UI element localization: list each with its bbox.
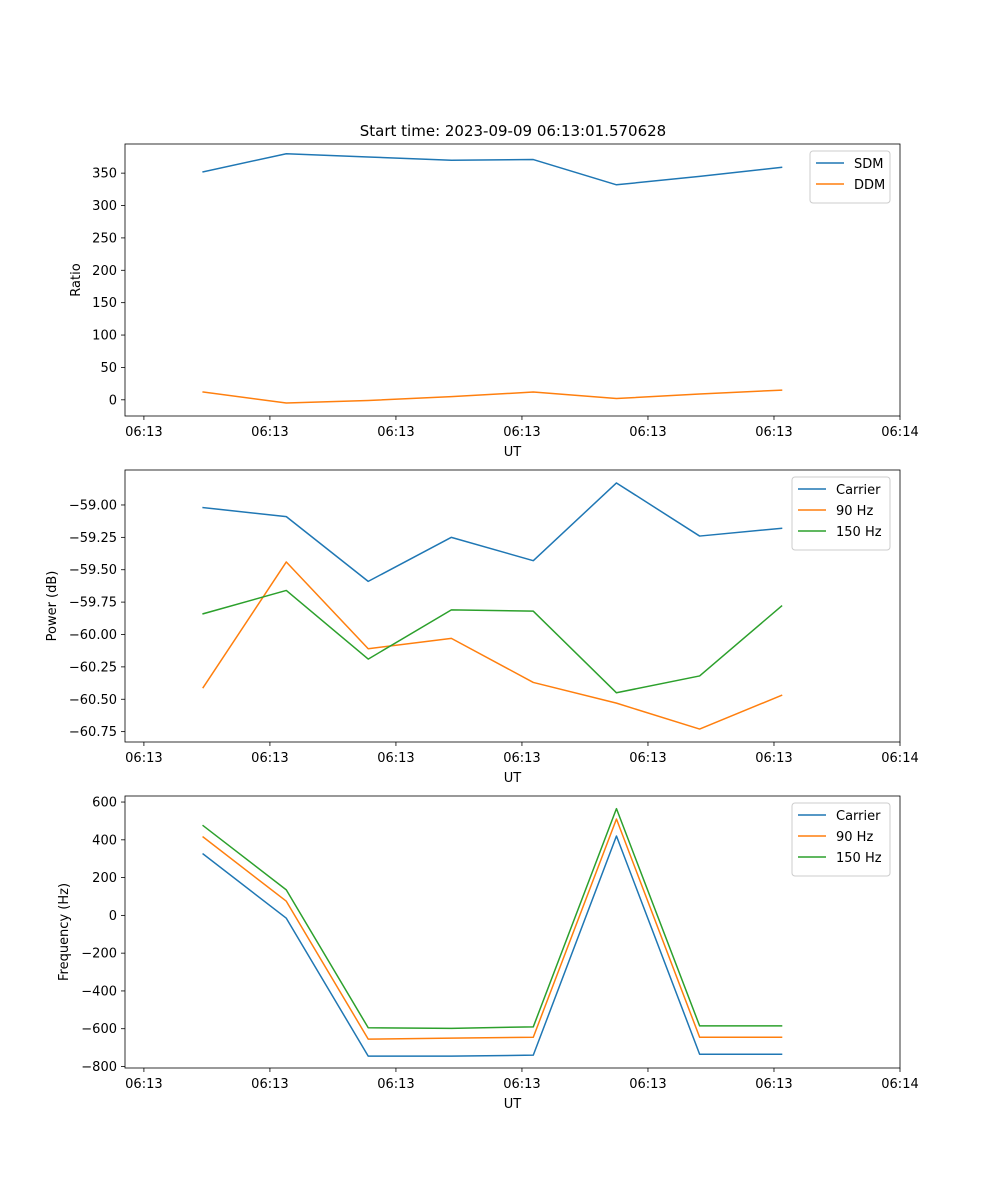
x-tick-label: 06:13	[251, 751, 288, 766]
legend-box	[809, 150, 891, 204]
legend-entry-label: 150 Hz	[836, 525, 882, 540]
plot-frame	[124, 143, 901, 417]
x-axis-label: UT	[504, 1097, 522, 1112]
power-panel: 06:13 06:13 06:13 06:13 06:13 06:13 06:14 −59.0…	[45, 469, 919, 786]
x-tick-label: 06:14	[881, 751, 918, 766]
y-tick-label: 250	[92, 231, 117, 246]
y-tick-label: 400	[92, 833, 117, 848]
x-tick-label: 06:14	[881, 425, 918, 440]
legend-entry-label: Carrier	[836, 483, 881, 498]
y-tick-label: −800	[81, 1060, 117, 1075]
y-tick-label: 150	[92, 296, 117, 311]
x-tick-label: 06:13	[125, 751, 162, 766]
figure-title: Start time: 2023-09-09 06:13:01.570628	[360, 122, 666, 140]
y-tick-label: 300	[92, 199, 117, 214]
legend: Carrier 90 Hz 150 Hz	[791, 802, 891, 877]
x-tick-label: 06:13	[503, 751, 540, 766]
y-tick-label: −59.50	[69, 563, 117, 578]
y-tick-label: 200	[92, 264, 117, 279]
x-tick-label: 06:13	[503, 1077, 540, 1092]
legend-entry-label: SDM	[854, 157, 883, 172]
legend: SDM DDM	[809, 150, 891, 204]
y-tick-label: −59.00	[69, 498, 117, 513]
legend-entry-label: 90 Hz	[836, 830, 873, 845]
y-tick-label: 0	[109, 393, 117, 408]
x-tick-label: 06:13	[377, 751, 414, 766]
y-tick-label: 0	[109, 909, 117, 924]
x-tick-label: 06:13	[629, 425, 666, 440]
legend-entry-label: DDM	[854, 178, 885, 193]
series-line-90-hz	[202, 818, 783, 1040]
series-line-150-hz	[202, 589, 783, 694]
y-tick-label: 600	[92, 796, 117, 811]
y-tick-label: −60.00	[69, 628, 117, 643]
x-tick-label: 06:13	[755, 425, 792, 440]
x-tick-label: 06:13	[755, 1077, 792, 1092]
series-line-150-hz	[202, 807, 783, 1030]
plot-frame	[124, 795, 901, 1069]
x-axis-label: UT	[504, 771, 522, 786]
legend: Carrier 90 Hz 150 Hz	[791, 476, 891, 551]
y-tick-label: −60.25	[69, 660, 117, 675]
x-tick-label: 06:13	[251, 1077, 288, 1092]
y-axis-label: Frequency (Hz)	[57, 883, 72, 981]
legend-entry-label: Carrier	[836, 809, 881, 824]
y-tick-label: −60.50	[69, 693, 117, 708]
y-axis-label: Ratio	[69, 263, 84, 296]
y-tick-label: 200	[92, 871, 117, 886]
series-line-carrier	[202, 482, 783, 583]
y-tick-label: −200	[81, 947, 117, 962]
series-line-carrier	[202, 835, 783, 1057]
y-tick-label: 350	[92, 167, 117, 182]
x-tick-label: 06:13	[251, 425, 288, 440]
x-tick-label: 06:13	[629, 751, 666, 766]
series-line-ddm	[202, 389, 783, 404]
x-tick-label: 06:13	[125, 425, 162, 440]
y-tick-label: −600	[81, 1022, 117, 1037]
y-axis-label: Power (dB)	[45, 571, 60, 642]
y-tick-label: −59.25	[69, 531, 117, 546]
y-tick-label: 50	[100, 361, 117, 376]
x-tick-label: 06:13	[755, 751, 792, 766]
x-tick-label: 06:13	[503, 425, 540, 440]
x-tick-label: 06:13	[377, 1077, 414, 1092]
x-tick-label: 06:13	[629, 1077, 666, 1092]
y-tick-label: −60.75	[69, 725, 117, 740]
series-line-sdm	[202, 152, 783, 186]
ratio-panel: 06:13 06:13 06:13 06:13 06:13 06:13 06:14 0 50 10…	[69, 143, 919, 460]
x-axis-label: UT	[504, 445, 522, 460]
series-line-90-hz	[202, 561, 783, 730]
x-tick-label: 06:14	[881, 1077, 918, 1092]
x-tick-label: 06:13	[125, 1077, 162, 1092]
x-tick-label: 06:13	[377, 425, 414, 440]
plot-frame	[124, 469, 901, 743]
legend-entry-label: 90 Hz	[836, 504, 873, 519]
y-tick-label: 100	[92, 329, 117, 344]
frequency-panel: 06:13 06:13 06:13 06:13 06:13 06:13 06:14 −800 −…	[57, 796, 919, 1112]
y-tick-label: −59.75	[69, 596, 117, 611]
y-tick-label: −400	[81, 984, 117, 999]
legend-entry-label: 150 Hz	[836, 851, 882, 866]
